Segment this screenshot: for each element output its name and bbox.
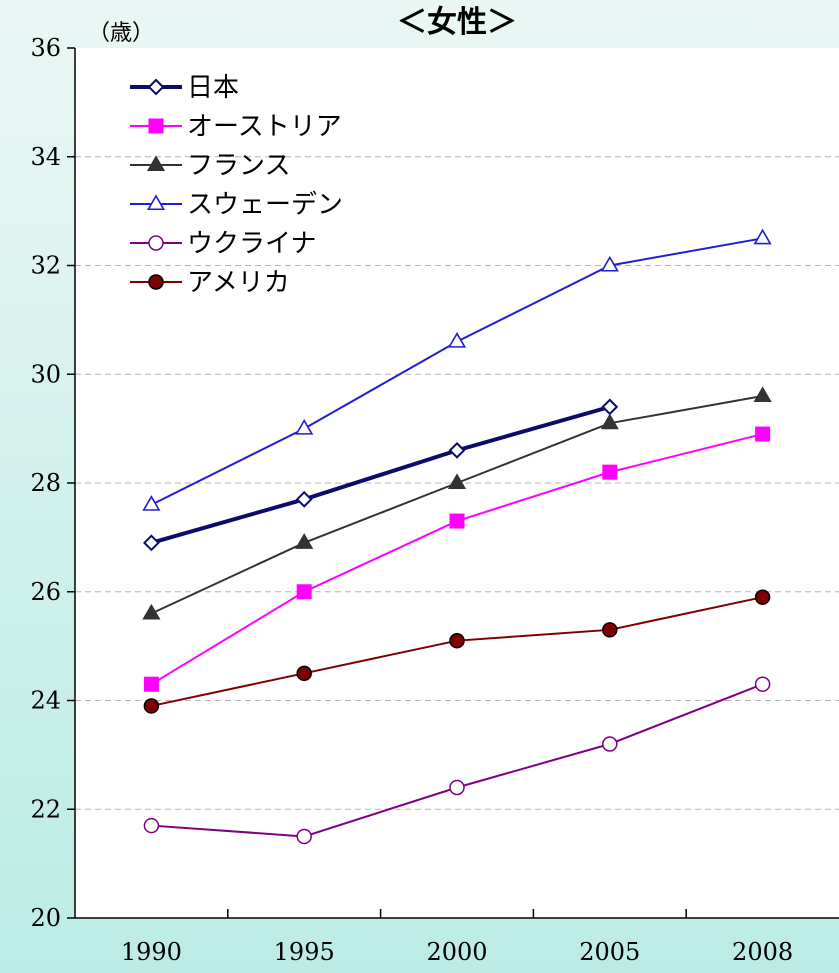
- diamond-marker: [147, 78, 165, 96]
- series-1: [143, 426, 771, 692]
- chart-title: ＜女性＞: [397, 5, 517, 40]
- y-tick-label: 34: [30, 143, 61, 171]
- legend-entry: アメリカ: [130, 268, 290, 298]
- x-tick-label: 1995: [274, 938, 335, 966]
- diamond-marker: [295, 490, 313, 508]
- legend-label: ウクライナ: [187, 229, 316, 259]
- x-tick-label: 1990: [121, 938, 182, 966]
- circle-marker: [148, 235, 164, 251]
- circle-marker: [143, 698, 160, 714]
- legend-entry: 日本: [130, 73, 239, 103]
- y-tick-label: 22: [30, 795, 61, 823]
- triangle-marker: [142, 495, 161, 511]
- diamond-marker: [601, 398, 619, 416]
- legend-entry: ウクライナ: [130, 229, 316, 259]
- square-marker: [449, 513, 465, 529]
- y-tick-label: 36: [30, 34, 61, 62]
- square-marker: [148, 118, 164, 134]
- legend-label: 日本: [187, 73, 239, 103]
- square-marker: [755, 426, 771, 442]
- square-marker: [602, 464, 618, 480]
- circle-marker: [602, 736, 618, 752]
- y-tick-label: 32: [30, 252, 61, 280]
- triangle-marker: [447, 473, 467, 490]
- series-5: [143, 589, 771, 714]
- series-2: [142, 386, 772, 620]
- x-tick-label: 2000: [426, 938, 487, 966]
- legend-label: スウェーデン: [187, 190, 343, 220]
- y-axis-unit-label: （歳）: [88, 21, 154, 46]
- triangle-marker: [142, 603, 161, 620]
- diamond-marker: [142, 534, 160, 552]
- x-tick-label: 2005: [579, 938, 640, 966]
- series-3: [142, 228, 772, 511]
- y-tick-label: 26: [30, 578, 61, 606]
- series-layer: [142, 228, 772, 845]
- circle-marker: [602, 622, 618, 638]
- y-tick-label: 20: [30, 904, 61, 932]
- circle-marker: [296, 828, 312, 845]
- square-marker: [296, 584, 312, 600]
- y-axis-ticks: 20 22 24 26 28 30 32 34 36: [30, 34, 75, 932]
- triangle-marker: [600, 255, 619, 272]
- triangle-marker: [600, 413, 619, 430]
- triangle-marker: [295, 418, 314, 435]
- square-marker: [143, 676, 159, 692]
- series-0: [142, 398, 619, 552]
- triangle-marker: [447, 331, 467, 348]
- circle-marker: [754, 676, 771, 692]
- series-line: [150, 404, 611, 545]
- legend-entry: オーストリア: [130, 112, 342, 142]
- legend-entry: スウェーデン: [130, 190, 343, 220]
- y-tick-label: 24: [30, 687, 61, 715]
- triangle-marker: [146, 194, 166, 211]
- series-4: [143, 676, 771, 845]
- legend-label: オーストリア: [187, 112, 342, 142]
- circle-marker: [449, 632, 465, 649]
- triangle-marker: [753, 386, 772, 403]
- circle-marker: [296, 665, 312, 682]
- y-tick-label: 30: [30, 360, 61, 388]
- circle-marker: [754, 589, 771, 605]
- y-tick-label: 28: [30, 469, 61, 497]
- diamond-marker: [448, 441, 466, 459]
- legend-label: フランス: [187, 151, 290, 181]
- circle-marker: [148, 274, 164, 290]
- x-tick-label: 2008: [732, 938, 793, 966]
- legend-entry: フランス: [130, 151, 290, 181]
- legend-label: アメリカ: [187, 268, 290, 298]
- x-axis-ticks: 1990 1995 2000 2005 2008: [121, 909, 793, 966]
- circle-marker: [449, 779, 465, 796]
- triangle-marker: [295, 533, 314, 549]
- triangle-marker: [146, 155, 166, 172]
- triangle-marker: [753, 228, 772, 245]
- circle-marker: [143, 817, 160, 834]
